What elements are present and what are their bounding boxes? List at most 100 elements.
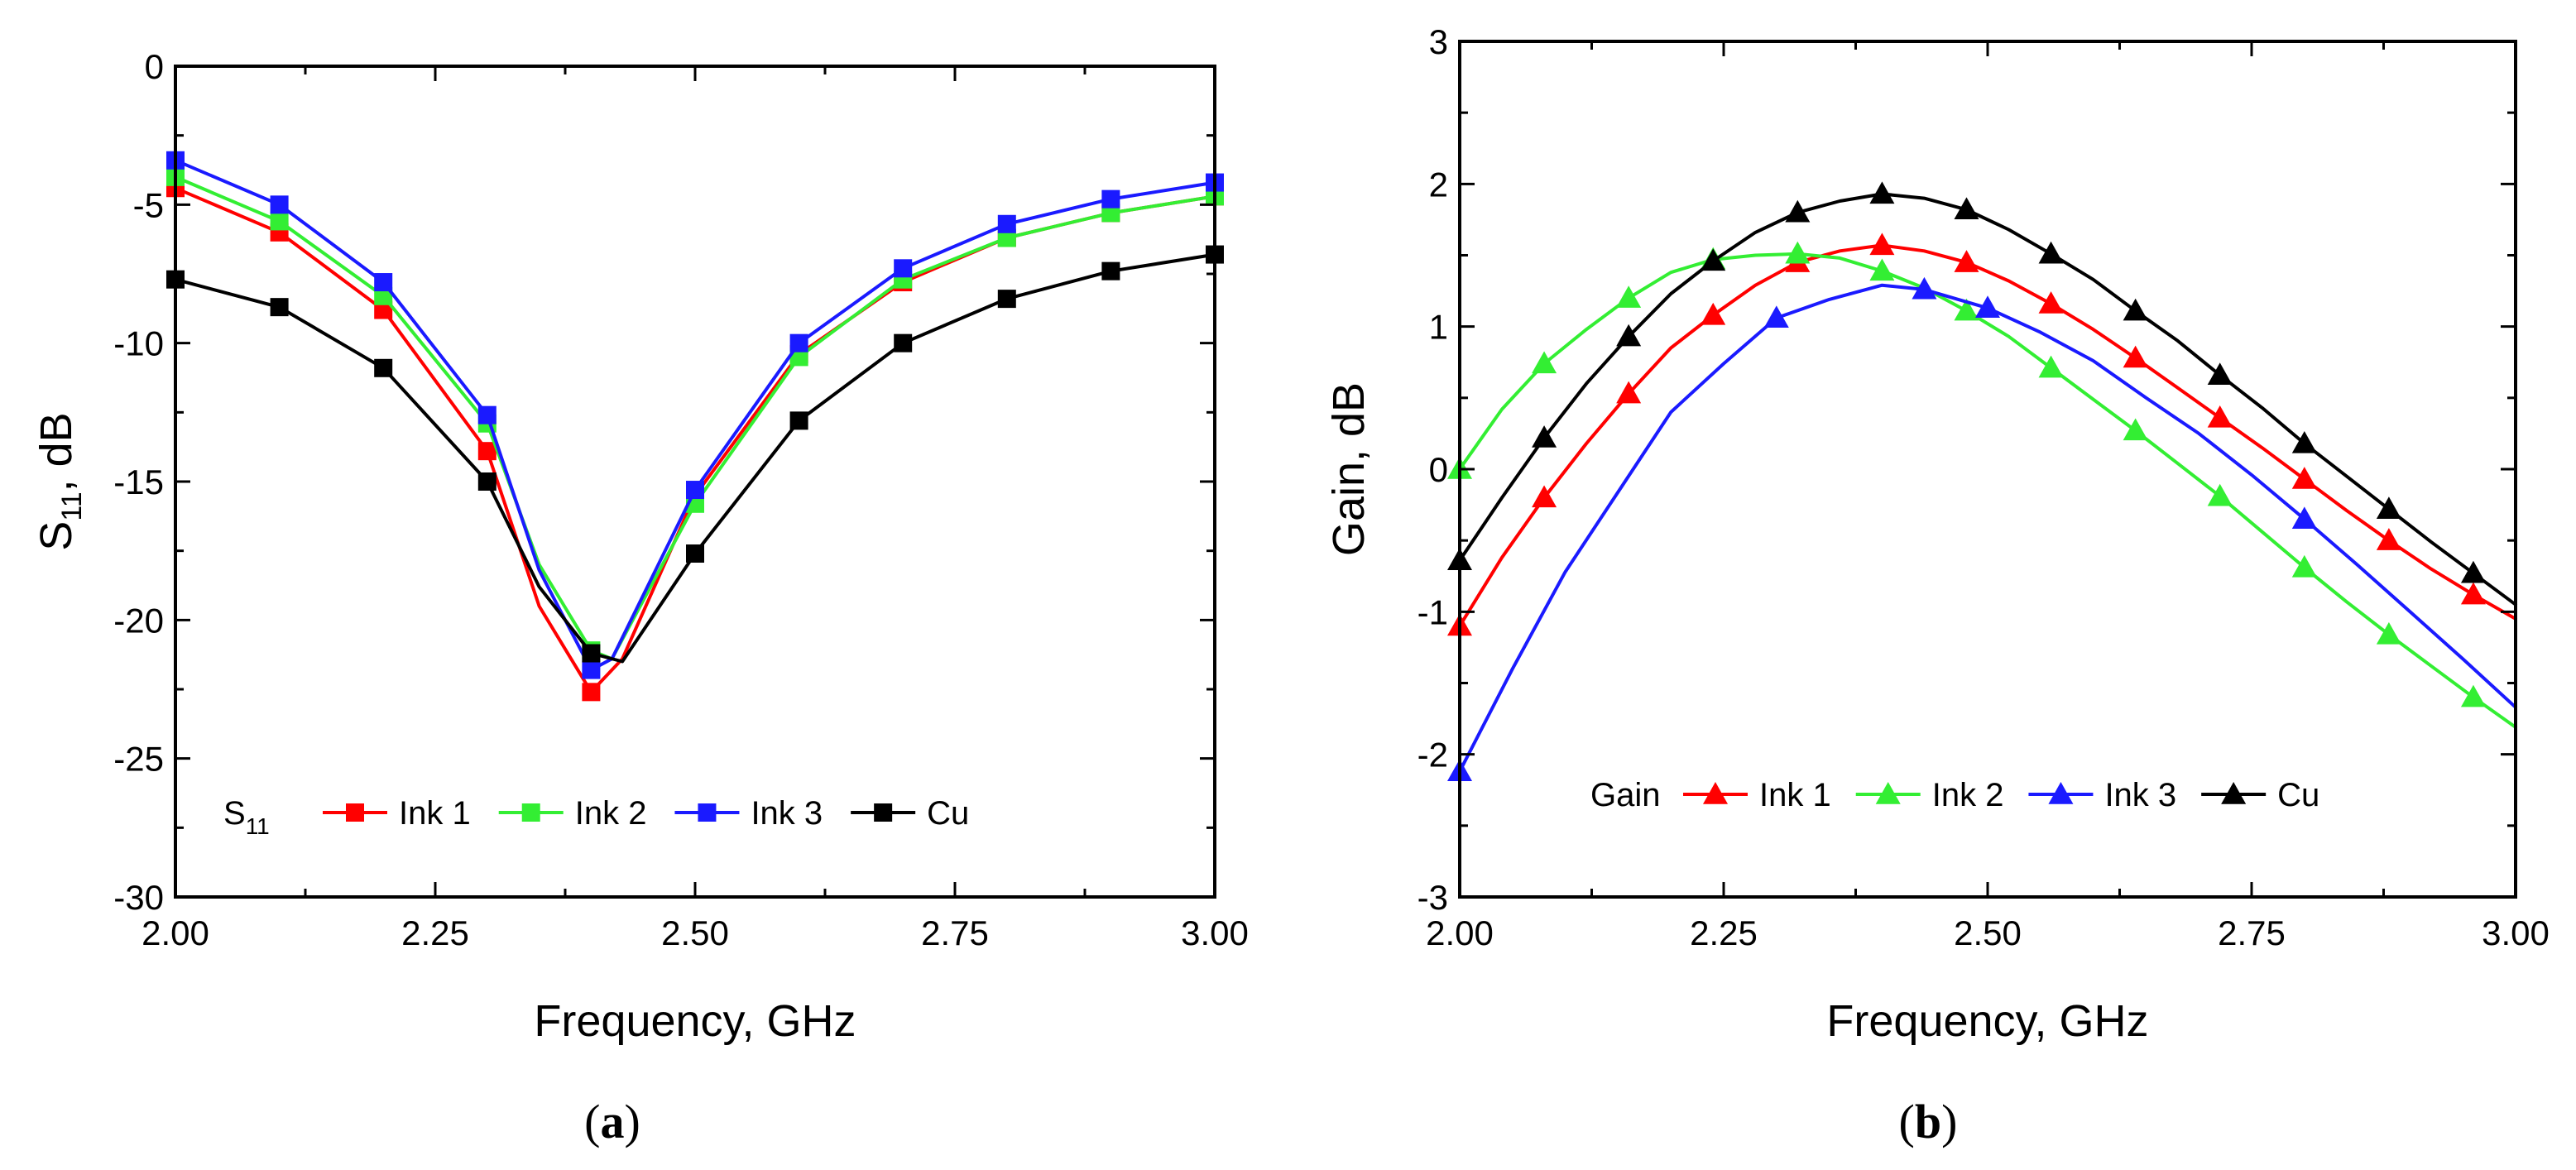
chart-a-series-0-line (174, 186, 1216, 694)
chart-b-x-tick-label-4: 3.00 (2482, 913, 2550, 952)
chart-b-series-3-marker-12 (2460, 560, 2486, 583)
chart-a-legend: S11 Ink 1 Ink 2 Ink 3 Cu (223, 795, 969, 839)
chart-a-y-axis-title-suffix: , dB (31, 412, 81, 491)
chart-a-series-3-marker-3 (477, 472, 496, 491)
chart-b-legend-label-3: Cu (2277, 777, 2319, 813)
chart-b-caption-close: ) (1941, 1095, 1957, 1148)
chart-b-series-layer (1447, 181, 2517, 782)
chart-a-legend-swatch-marker-0 (346, 803, 364, 822)
chart-a-x-axis-title: Frequency, GHz (534, 996, 856, 1046)
chart-a-y-tick-label-6: -30 (113, 878, 164, 917)
chart-a-x-tick-label-0: 2.00 (142, 913, 209, 952)
chart-b-series-1-marker-5 (1869, 258, 1895, 281)
chart-a-series-3-marker-4 (582, 644, 601, 663)
chart-b-series-3-marker-5 (1869, 181, 1895, 204)
chart-b-series-1-line (1458, 252, 2517, 729)
chart-b-x-tick-label-0: 2.00 (1426, 913, 1494, 952)
chart-b-series-1-marker-1 (1532, 351, 1557, 374)
chart-b-series-2-marker-3 (1975, 295, 2000, 318)
chart-a-series-1-line (174, 175, 1216, 661)
chart-b: 2.00 2.25 2.50 2.75 3.00 3 2 1 0 -1 -2 -3 Gain Ink 1… (1324, 22, 2550, 1148)
chart-a-legend-title: S11 (223, 795, 270, 839)
chart-b-legend-swatch-marker-0 (1703, 782, 1728, 804)
chart-a-legend-label-2: Ink 3 (751, 795, 823, 832)
chart-a-series-2-marker-1 (270, 195, 289, 214)
chart-b-y-tick-label-5: -2 (1418, 736, 1448, 774)
chart-a-series-2-marker-9 (1101, 189, 1120, 209)
chart-b-series-0-marker-3 (1701, 302, 1726, 325)
chart-a-legend-swatch-marker-2 (698, 803, 717, 822)
chart-a-caption: (a) (584, 1095, 640, 1148)
chart-b-series-0-marker-7 (2038, 291, 2064, 314)
chart-a-series-2-marker-7 (894, 259, 913, 278)
chart-b-series-1-marker-10 (2291, 554, 2317, 578)
chart-a-y-tick-label-1: -5 (133, 185, 164, 224)
chart-b-legend-label-1: Ink 2 (1932, 777, 2004, 813)
chart-b-series-3-marker-2 (1616, 324, 1642, 347)
chart-b-series-3-line (1458, 192, 2517, 607)
chart-b-series-3-marker-7 (2038, 241, 2064, 264)
chart-b-legend-swatch-marker-3 (2221, 782, 2247, 804)
chart-b-series-3-marker-9 (2207, 362, 2233, 385)
chart-a-legend-label-1: Ink 2 (575, 795, 647, 832)
chart-b-legend-swatch-marker-1 (1875, 782, 1901, 804)
chart-b-ticks-layer: 2.00 2.25 2.50 2.75 3.00 3 2 1 0 -1 -2 -3 (1418, 22, 2550, 952)
chart-b-series-2-line (1458, 283, 2517, 774)
chart-b-legend-label-2: Ink 3 (2104, 777, 2176, 813)
chart-b-y-tick-label-0: 3 (1429, 22, 1448, 61)
chart-b-plot-frame (1458, 40, 2517, 899)
chart-a-y-tick-label-0: 0 (145, 47, 164, 86)
chart-b-series-0-marker-9 (2207, 405, 2233, 428)
chart-a-x-tick-label-1: 2.25 (401, 913, 469, 952)
chart-a-series-2-marker-8 (997, 214, 1016, 233)
chart-b-series-1-marker-2 (1616, 285, 1642, 308)
chart-a-series-0-marker-3 (477, 442, 496, 461)
chart-b-series-0-marker-6 (1954, 250, 1979, 272)
chart-b-y-tick-label-2: 1 (1429, 308, 1448, 347)
chart-b-series-0-line (1458, 243, 2517, 628)
chart-a-legend-label-3: Cu (927, 795, 969, 832)
chart-a-caption-letter: a (601, 1095, 625, 1148)
chart-a-series-1-marker-8 (997, 228, 1016, 247)
chart-a-y-tick-label-5: -25 (113, 740, 164, 779)
chart-b-series-1-marker-6 (1954, 298, 1979, 321)
chart-b-x-tick-label-3: 2.75 (2218, 913, 2286, 952)
chart-a-y-tick-label-3: -15 (113, 463, 164, 501)
chart-b-y-tick-label-1: 2 (1429, 165, 1448, 204)
chart-a-legend-swatch-marker-3 (874, 803, 893, 822)
chart-a-series-1-marker-1 (270, 212, 289, 231)
chart-b-series-0-marker-2 (1616, 381, 1642, 404)
chart-b-series-0-marker-1 (1532, 485, 1557, 508)
chart-b-caption-letter: b (1915, 1095, 1941, 1148)
chart-b-y-tick-label-4: -1 (1418, 592, 1448, 631)
chart-b-y-tick-label-3: 0 (1429, 450, 1448, 489)
chart-a-series-0-marker-2 (374, 300, 393, 319)
chart-a-caption-open: ( (584, 1095, 600, 1148)
chart-a-series-3-marker-9 (1101, 261, 1120, 281)
chart-a-y-axis-title: S11, dB (31, 412, 88, 550)
chart-a-series-3-marker-5 (686, 544, 704, 563)
chart-a-series-0-marker-4 (582, 683, 601, 702)
chart-b-legend-title: Gain (1590, 777, 1661, 813)
chart-b-caption: (b) (1899, 1095, 1958, 1148)
chart-b-x-axis-title: Frequency, GHz (1826, 996, 2148, 1046)
chart-a-series-3-marker-6 (789, 411, 808, 430)
chart-b-series-3-marker-8 (2123, 298, 2148, 321)
chart-a-series-2-marker-4 (582, 660, 601, 679)
chart-a-series-2-line (174, 158, 1216, 672)
chart-b-series-1-marker-12 (2460, 684, 2486, 707)
chart-a-series-2-marker-2 (374, 273, 393, 292)
chart-b-y-tick-label-6: -3 (1418, 878, 1448, 917)
chart-b-series-1-marker-8 (2123, 418, 2148, 441)
chart-b-series-3-marker-10 (2291, 430, 2317, 453)
chart-b-y-axis-title: Gain, dB (1324, 382, 1374, 556)
chart-b-caption-open: ( (1899, 1095, 1915, 1148)
chart-b-legend-label-0: Ink 1 (1759, 777, 1831, 813)
chart-b-series-0-marker-8 (2123, 345, 2148, 368)
chart-a-series-3-line (174, 252, 1216, 664)
chart-a-series-3-marker-7 (894, 333, 913, 352)
chart-a-legend-swatch-marker-1 (521, 803, 540, 822)
chart-a-series-1-marker-9 (1101, 204, 1120, 223)
chart-b-series-0-marker-11 (2376, 528, 2401, 550)
